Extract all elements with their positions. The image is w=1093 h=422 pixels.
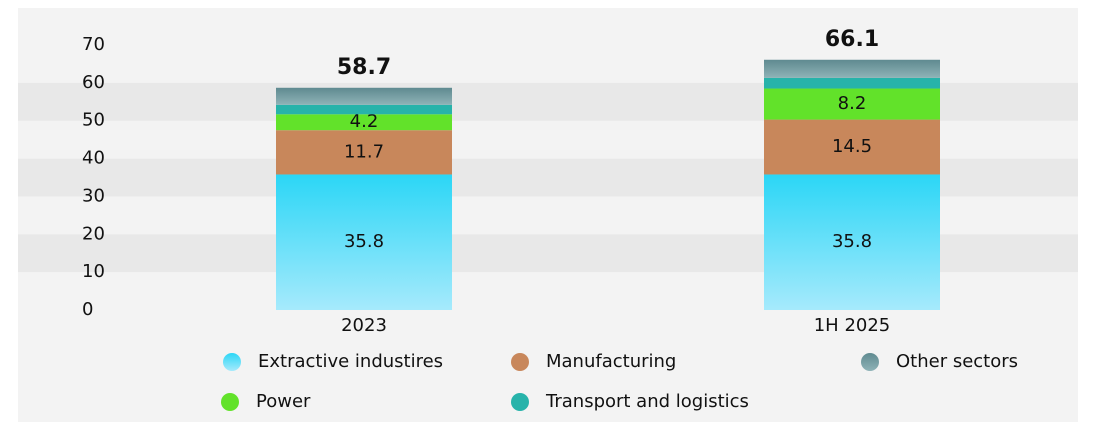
- bar-segment: [764, 77, 940, 89]
- bar-segment: [764, 59, 940, 78]
- legend-label: Extractive industires: [258, 351, 443, 372]
- y-tick-label: 20: [82, 223, 105, 244]
- x-tick-label: 1H 2025: [814, 315, 891, 336]
- bar-segment: [276, 87, 452, 105]
- data-label: 11.7: [344, 141, 384, 162]
- y-tick-label: 60: [82, 72, 105, 93]
- total-label: 58.7: [337, 55, 391, 80]
- data-label: 8.2: [838, 93, 867, 114]
- y-tick-label: 50: [82, 110, 105, 131]
- bar-segment: [276, 130, 452, 175]
- bar-segment: [276, 114, 452, 131]
- y-tick-label: 0: [82, 299, 93, 320]
- legend-swatch: [511, 353, 529, 371]
- data-label: 35.8: [832, 231, 872, 252]
- legend-swatch: [861, 353, 879, 371]
- y-tick-label: 40: [82, 148, 105, 169]
- legend-label: Transport and logistics: [545, 391, 749, 412]
- legend-label: Other sectors: [896, 351, 1018, 372]
- bar-segment: [276, 104, 452, 115]
- data-label: 35.8: [344, 231, 384, 252]
- bar-segment: [764, 174, 940, 310]
- bar-segment: [764, 119, 940, 175]
- y-tick-label: 70: [82, 34, 105, 55]
- legend-label: Manufacturing: [546, 351, 676, 372]
- legend-swatch: [221, 393, 239, 411]
- total-label: 66.1: [825, 27, 879, 52]
- data-label: 4.2: [350, 111, 379, 132]
- bar-segment: [764, 88, 940, 120]
- grid-band-top: [18, 8, 1078, 45]
- x-tick-label: 2023: [341, 315, 387, 336]
- bar-segment: [276, 174, 452, 310]
- legend-swatch: [511, 393, 529, 411]
- y-tick-label: 10: [82, 261, 105, 282]
- legend-swatch: [223, 353, 241, 371]
- legend-label: Power: [256, 391, 311, 412]
- data-label: 14.5: [832, 136, 872, 157]
- y-tick-label: 30: [82, 185, 105, 206]
